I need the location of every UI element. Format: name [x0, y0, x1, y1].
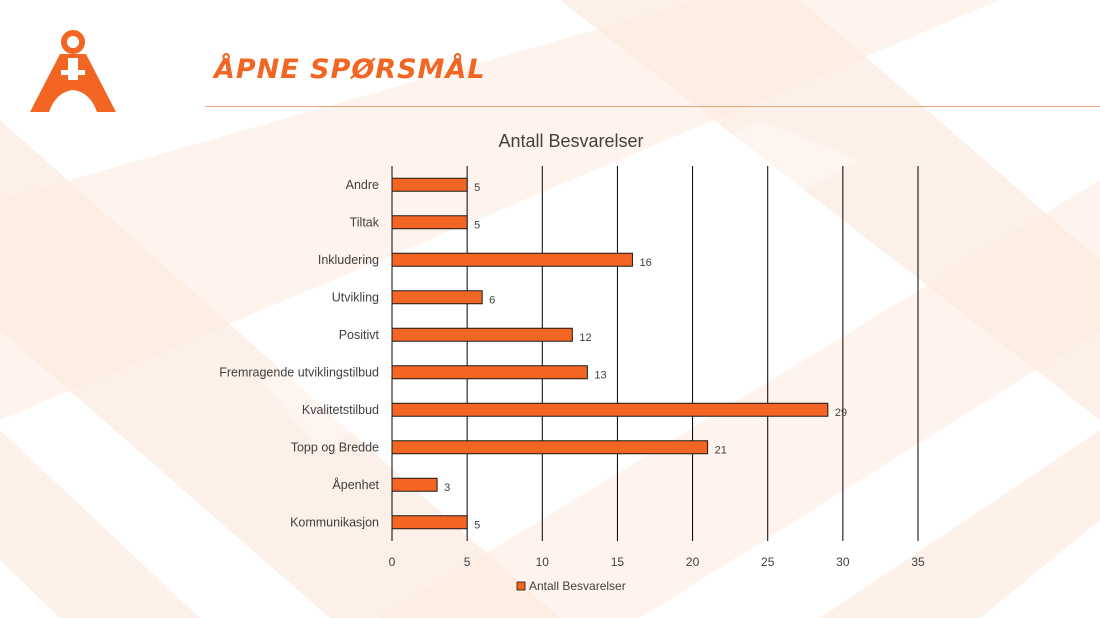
legend: Antall Besvarelser — [516, 579, 626, 593]
data-label: 21 — [715, 444, 727, 456]
category-label: Topp og Bredde — [291, 440, 379, 454]
chart-title: Antall Besvarelser — [498, 131, 643, 151]
data-label: 5 — [474, 182, 480, 194]
bar — [391, 477, 438, 492]
x-tick-label: 35 — [911, 555, 925, 569]
category-label: Utvikling — [332, 290, 379, 304]
x-tick-label: 5 — [464, 555, 471, 569]
bar — [391, 252, 633, 267]
bar — [391, 290, 483, 305]
category-label: Fremragende utviklingstilbud — [219, 365, 379, 379]
x-tick-label: 20 — [686, 555, 700, 569]
x-tick-label: 25 — [761, 555, 775, 569]
category-label: Tiltak — [350, 215, 380, 229]
category-labels: Andre Tiltak Inkludering Utvikling Positivt F… — [219, 178, 380, 530]
data-label: 12 — [579, 332, 591, 344]
gridlines — [391, 166, 919, 541]
x-tick-label: 10 — [536, 555, 550, 569]
category-label: Inkludering — [318, 253, 379, 267]
category-label: Åpenhet — [332, 477, 379, 492]
tick-labels: 0 5 10 15 20 25 30 35 — [389, 555, 925, 569]
bars: 5 5 16 6 12 13 29 21 3 5 — [391, 177, 847, 531]
bar — [391, 215, 468, 230]
x-tick-label: 0 — [389, 555, 396, 569]
x-tick-label: 15 — [611, 555, 625, 569]
data-label: 6 — [489, 294, 495, 306]
logo-icon — [30, 30, 116, 112]
title-divider — [205, 106, 1100, 107]
bar — [391, 177, 468, 192]
bar — [391, 365, 588, 380]
legend-label: Antall Besvarelser — [529, 579, 626, 593]
bar — [391, 440, 709, 455]
category-label: Kvalitetstilbud — [302, 403, 379, 417]
bar — [391, 327, 573, 342]
bar — [391, 402, 829, 417]
data-label: 3 — [444, 482, 450, 494]
data-label: 5 — [474, 219, 480, 231]
legend-swatch — [516, 581, 526, 591]
data-label: 5 — [474, 519, 480, 531]
data-label: 13 — [594, 369, 606, 381]
slide-title: ÅPNE SPØRSMÅL — [214, 54, 486, 85]
category-label: Positivt — [339, 328, 380, 342]
x-tick-label: 30 — [836, 555, 850, 569]
category-label: Andre — [346, 178, 379, 192]
bar — [391, 515, 468, 530]
category-label: Kommunikasjon — [290, 515, 379, 529]
data-label: 16 — [639, 257, 651, 269]
data-label: 29 — [835, 407, 847, 419]
